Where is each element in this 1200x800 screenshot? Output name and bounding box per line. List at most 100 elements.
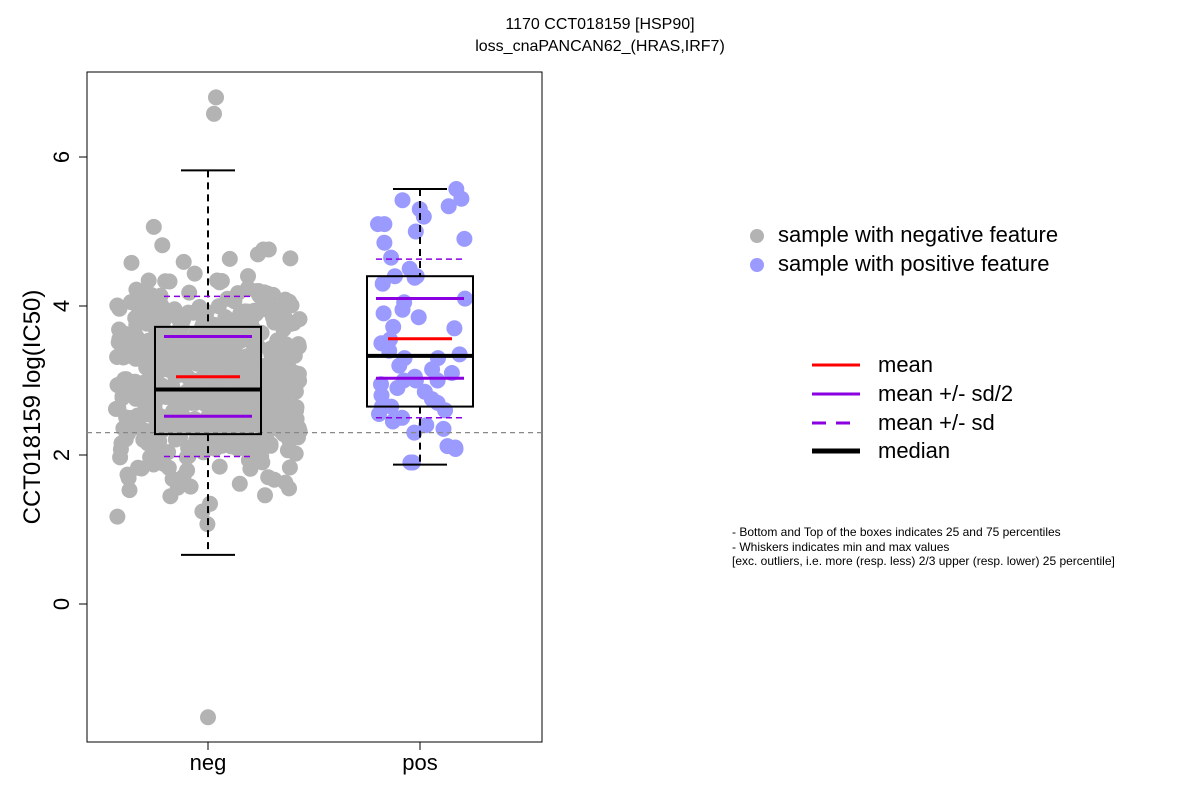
data-point-neg (272, 342, 289, 359)
data-point-neg (171, 311, 188, 328)
data-point-neg (152, 287, 169, 304)
data-point-neg (211, 458, 228, 475)
y-tick-label-0: 0 (49, 598, 74, 610)
data-point-neg (248, 303, 265, 320)
data-point-neg (130, 459, 146, 476)
data-point-neg (114, 341, 131, 358)
data-point-neg (158, 341, 175, 358)
data-point-pos (435, 420, 452, 437)
data-point-neg (207, 440, 224, 457)
data-point-neg (109, 297, 126, 314)
data-point-neg (182, 478, 199, 495)
data-point-neg (121, 482, 138, 499)
data-point-neg (257, 487, 273, 504)
data-point-neg (262, 436, 279, 453)
data-point-neg-outlier (208, 89, 224, 106)
data-point-neg-outlier (200, 709, 216, 726)
data-point-neg (186, 265, 203, 282)
data-point-pos (385, 318, 402, 335)
data-point-neg (249, 440, 266, 457)
data-point-neg (194, 503, 211, 520)
data-point-neg (287, 383, 304, 400)
data-point-neg (282, 250, 299, 267)
data-point-neg (155, 455, 172, 472)
data-point-pos (456, 230, 473, 247)
x-tick-label-neg: neg (190, 750, 227, 775)
data-point-neg-outlier (206, 105, 222, 122)
data-point-neg (122, 294, 139, 311)
data-point-neg (240, 268, 256, 285)
data-point-neg (175, 253, 192, 270)
chart-title: 1170 CCT018159 [HSP90] (505, 16, 695, 33)
data-point-neg (194, 378, 211, 395)
legend-marker-negative (750, 229, 764, 243)
data-point-pos (384, 413, 401, 430)
data-point-neg (137, 401, 154, 418)
data-point-neg (221, 250, 238, 267)
note-line-3: [exc. outliers, i.e. more (resp. less) 2… (732, 554, 1115, 568)
data-point-pos (457, 290, 473, 307)
data-point-pos (447, 441, 464, 457)
data-point-neg (154, 237, 171, 254)
data-point-neg (188, 391, 205, 408)
box-neg (154, 325, 262, 436)
data-point-neg (153, 423, 170, 440)
plot-frame (86, 71, 543, 743)
data-point-neg (138, 315, 155, 332)
data-point-pos (376, 234, 393, 251)
data-point-neg (245, 346, 262, 363)
data-point-pos (429, 372, 446, 389)
data-point-pos (370, 216, 386, 233)
data-point-neg (213, 273, 230, 289)
data-point-pos (389, 380, 406, 396)
data-point-neg (115, 420, 132, 437)
data-point-pos (373, 376, 389, 393)
data-point-neg (287, 398, 304, 415)
data-point-pos (394, 192, 411, 209)
data-point-pos (374, 275, 391, 292)
data-point-neg (161, 273, 178, 290)
data-point-neg (215, 391, 232, 408)
data-point-neg (287, 445, 304, 462)
data-point-neg (191, 336, 208, 353)
data-point-pos (453, 190, 470, 207)
data-point-neg (167, 368, 184, 385)
data-point-neg (123, 254, 140, 271)
data-point-neg (240, 280, 256, 297)
data-point-pos (394, 301, 411, 318)
data-point-neg (227, 335, 244, 352)
data-point-neg (277, 474, 294, 491)
legend-marker-positive (750, 258, 764, 272)
data-point-neg (140, 272, 157, 289)
y-tick-label-6: 6 (49, 151, 74, 163)
data-point-neg (145, 218, 162, 235)
data-point-neg (263, 386, 280, 402)
note-line-2: - Whiskers indicates min and max values (732, 540, 950, 554)
data-point-neg (236, 399, 253, 416)
data-point-neg (109, 508, 126, 525)
data-point-neg (290, 338, 307, 355)
y-tick-label-2: 2 (49, 449, 74, 461)
data-point-neg (219, 290, 236, 307)
data-point-neg (171, 420, 188, 437)
data-point-neg (266, 356, 283, 373)
legend-label-mean-sd: mean +/- sd (878, 410, 995, 435)
data-point-neg (288, 417, 305, 433)
y-tick-label-4: 4 (49, 300, 74, 312)
data-point-neg (290, 429, 306, 446)
data-point-pos (407, 223, 424, 240)
data-point-neg (181, 284, 198, 301)
data-point-neg (210, 350, 227, 367)
data-point-neg (215, 417, 232, 434)
data-point-pos (371, 406, 387, 422)
data-point-pos (418, 417, 435, 434)
data-point-pos (373, 387, 390, 404)
data-point-neg (186, 349, 203, 366)
data-point-neg (120, 328, 137, 345)
data-point-neg (241, 373, 258, 390)
data-point-neg (225, 312, 242, 329)
data-point-pos (375, 305, 392, 322)
legend-label-median: median (878, 438, 951, 463)
data-point-neg (256, 284, 273, 301)
